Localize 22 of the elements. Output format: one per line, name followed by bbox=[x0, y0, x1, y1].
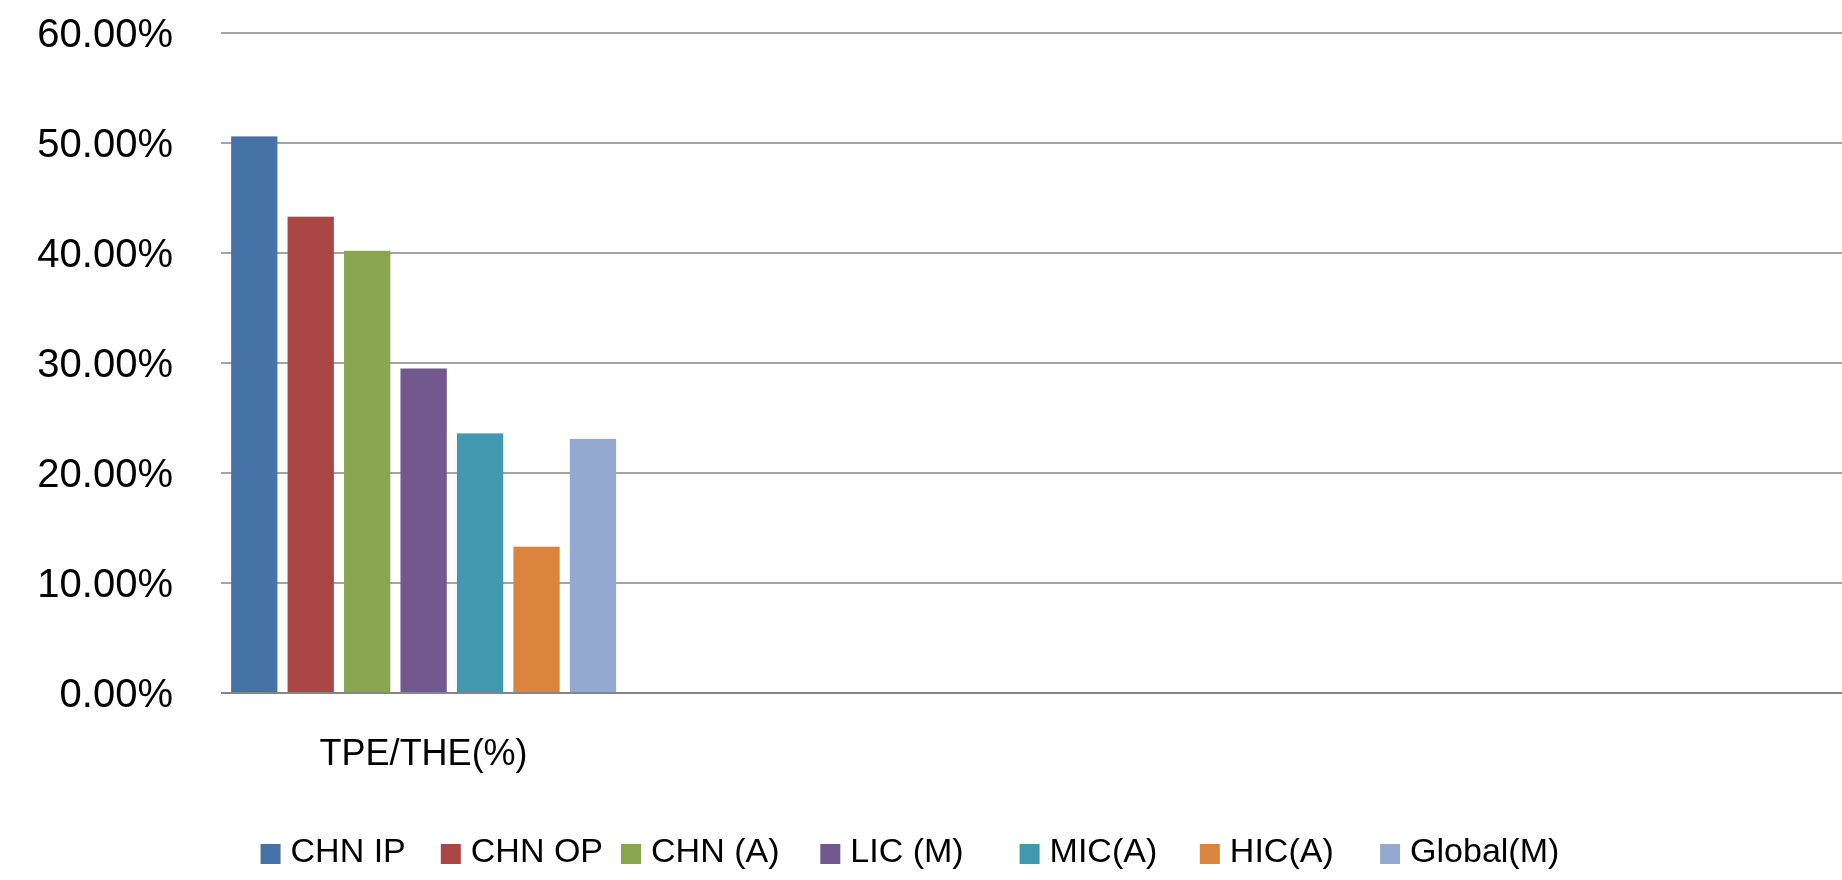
legend-label: CHN (A) bbox=[651, 831, 780, 869]
y-tick-label: 10.00% bbox=[37, 561, 173, 605]
legend-label: MIC(A) bbox=[1049, 831, 1158, 869]
bar bbox=[456, 433, 504, 693]
legend-label: HIC(A) bbox=[1229, 831, 1334, 869]
y-tick-label: 30.00% bbox=[37, 341, 173, 385]
y-tick-label: 50.00% bbox=[37, 121, 173, 165]
bar bbox=[287, 216, 334, 693]
legend-label: LIC (M) bbox=[850, 831, 964, 869]
bar bbox=[513, 546, 560, 693]
bar bbox=[569, 438, 617, 693]
y-tick-label: 60.00% bbox=[37, 11, 173, 55]
y-tick-label: 40.00% bbox=[37, 231, 173, 275]
x-tick-label: TPE/THE(%) bbox=[319, 732, 528, 773]
legend-label: CHN OP bbox=[470, 831, 604, 869]
y-tick-label: 20.00% bbox=[37, 451, 173, 495]
legend-label: Global(M) bbox=[1410, 831, 1560, 869]
bar bbox=[344, 250, 391, 693]
legend-label: CHN IP bbox=[290, 831, 406, 869]
bar bbox=[400, 368, 447, 693]
y-tick-label: 0.00% bbox=[59, 671, 173, 715]
bar bbox=[231, 136, 278, 693]
